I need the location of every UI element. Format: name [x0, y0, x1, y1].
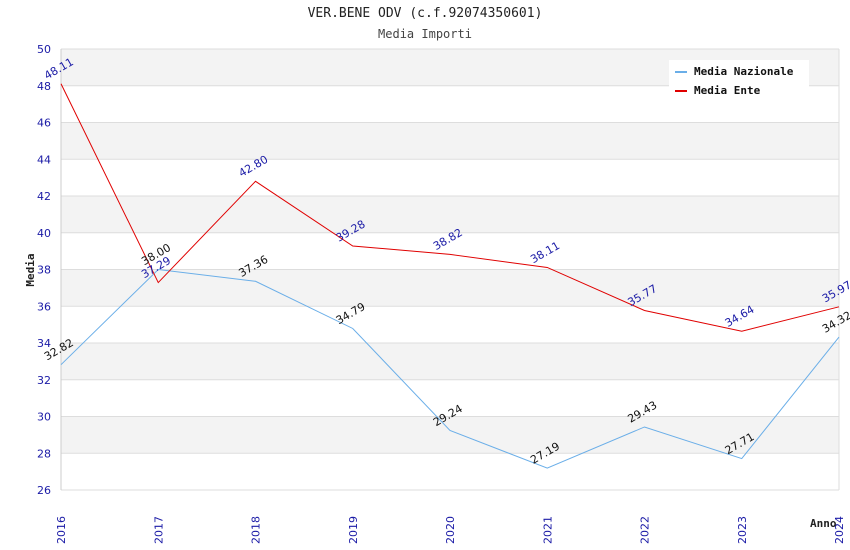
x-tick-label: 2020: [444, 516, 457, 544]
grid-bands: [61, 49, 839, 454]
chart-subtitle: Media Importi: [378, 27, 472, 41]
y-tick-label: 36: [37, 300, 51, 313]
chart-title: VER.BENE ODV (c.f.92074350601): [307, 6, 543, 21]
legend-label-ente: Media Ente: [694, 84, 761, 97]
x-tick-label: 2021: [541, 516, 554, 544]
y-tick-label: 26: [37, 484, 51, 497]
x-tick-label: 2024: [833, 516, 846, 544]
y-tick-label: 34: [37, 337, 51, 350]
y-tick-label: 38: [37, 264, 51, 277]
y-tick-label: 30: [37, 411, 51, 424]
grid-band: [61, 416, 839, 454]
legend-label-nazionale: Media Nazionale: [694, 65, 794, 78]
legend: Media Nazionale Media Ente: [669, 60, 809, 102]
y-axis-title: Media: [24, 253, 37, 286]
x-tick-label: 2017: [152, 516, 165, 544]
grid-band: [61, 343, 839, 380]
data-label: 34.32: [820, 309, 850, 336]
grid-band: [61, 122, 839, 160]
y-tick-label: 40: [37, 227, 51, 240]
y-tick-label: 28: [37, 447, 51, 460]
y-tick-label: 42: [37, 190, 51, 203]
x-tick-label: 2019: [347, 516, 360, 544]
series-line-nazionale: [60, 268, 840, 469]
y-tick-label: 46: [37, 117, 51, 130]
grid-band: [61, 269, 839, 307]
x-tick-label: 2022: [639, 516, 652, 544]
series-line-ente: [60, 83, 840, 332]
x-axis-title: Anno: [810, 517, 837, 530]
y-tick-label: 50: [37, 43, 51, 56]
data-label: 34.64: [723, 303, 757, 330]
y-tick-label: 44: [37, 153, 51, 166]
x-tick-label: 2016: [55, 516, 68, 544]
x-axis-ticks: 2016 2017 2018 2019 2020 2021 2022 2023 2024: [55, 516, 846, 544]
grid-band: [61, 196, 839, 233]
x-tick-label: 2018: [250, 516, 263, 544]
y-axis-ticks: 26 28 30 32 34 36 38 40 42 44 46 48 50: [37, 43, 51, 497]
data-label: 38.11: [528, 239, 562, 266]
y-tick-label: 32: [37, 374, 51, 387]
x-tick-label: 2023: [736, 516, 749, 544]
y-tick-label: 48: [37, 80, 51, 93]
series-lines: [60, 83, 840, 469]
